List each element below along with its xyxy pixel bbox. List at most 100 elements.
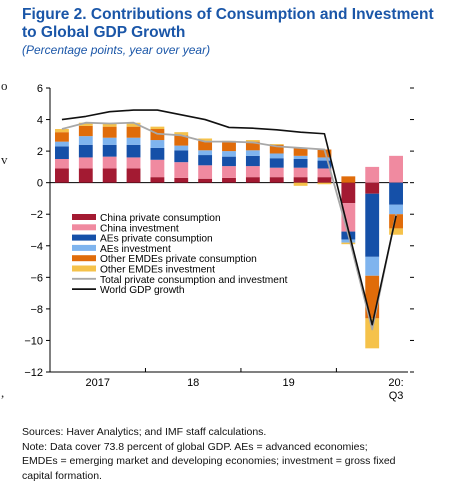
bar-other-investment <box>174 132 189 136</box>
bar-other-consumption <box>126 126 141 138</box>
bar-other-investment <box>78 122 93 126</box>
bar-aes-consumption <box>150 147 165 160</box>
figure-title: Figure 2. Contributions of Consumption a… <box>22 6 434 41</box>
bar-other-consumption <box>198 140 213 151</box>
bar-china-investment <box>317 168 332 178</box>
line-gdp-line <box>61 109 397 326</box>
bar-aes-investment <box>78 136 93 145</box>
legend-label: World GDP growth <box>100 285 185 296</box>
bar-other-investment <box>150 126 165 130</box>
bar-china-investment <box>245 166 260 178</box>
y-tick-label: −10 <box>24 335 43 347</box>
bar-aes-consumption <box>198 155 213 166</box>
bar-china-consumption <box>150 177 165 183</box>
bar-other-consumption <box>78 125 93 137</box>
bar-china-consumption <box>198 178 213 183</box>
x-tick-label: 20: <box>388 377 403 389</box>
bar-aes-consumption <box>78 144 93 158</box>
bar-china-consumption <box>222 177 236 183</box>
bar-aes-investment <box>365 256 380 276</box>
legend-label: China private consumption <box>100 213 221 224</box>
figure-subtitle: (Percentage points, year over year) <box>22 43 211 57</box>
bar-china-consumption <box>245 177 260 183</box>
bar-china-investment <box>389 155 403 183</box>
bar-aes-investment <box>150 140 165 148</box>
bar-aes-consumption <box>222 156 236 167</box>
y-tick-label: −12 <box>24 367 43 379</box>
legend-label: Total private consumption and investment <box>100 275 288 286</box>
bar-other-investment <box>341 242 356 245</box>
legend-label: AEs private consumption <box>100 234 213 245</box>
legend-swatch <box>72 234 96 241</box>
bar-china-investment <box>222 166 236 178</box>
bar-aes-investment <box>317 157 332 161</box>
bar-china-investment <box>198 165 213 179</box>
legend-swatch <box>72 224 96 231</box>
bar-china-consumption <box>78 168 93 183</box>
bar-other-investment <box>126 122 141 127</box>
y-tick-label: 0 <box>37 178 43 190</box>
legend-label: AEs investment <box>100 244 171 255</box>
bar-aes-investment <box>341 239 356 243</box>
bar-other-consumption <box>389 214 403 229</box>
bar-other-investment <box>102 123 117 127</box>
legend-swatch <box>72 214 96 220</box>
bar-aes-investment <box>293 155 308 159</box>
bar-china-investment <box>174 162 189 178</box>
bar-aes-investment <box>55 141 69 147</box>
bar-aes-consumption <box>102 144 117 157</box>
bar-china-consumption <box>102 168 117 183</box>
bar-aes-investment <box>102 137 117 145</box>
bar-other-consumption <box>55 132 69 142</box>
note-line: EMDEs = emerging market and developing e… <box>22 455 396 467</box>
legend-label: China investment <box>100 223 179 234</box>
y-tick-label: −8 <box>30 304 43 316</box>
note-line: capital formation. <box>22 469 102 482</box>
bar-aes-investment <box>269 153 284 159</box>
bar-aes-investment <box>245 150 260 156</box>
bar-other-consumption <box>269 144 284 154</box>
x-tick-sublabel: Q3 <box>389 390 404 402</box>
edge-fragment: v <box>1 152 8 167</box>
bar-aes-investment <box>174 145 189 151</box>
edge-fragment: , <box>1 385 5 400</box>
bar-china-investment <box>126 157 141 169</box>
bar-other-consumption <box>317 149 332 158</box>
bar-other-investment <box>389 228 403 235</box>
bar-aes-consumption <box>245 155 260 167</box>
bar-aes-consumption <box>389 182 403 205</box>
bar-aes-investment <box>389 204 403 215</box>
bar-aes-consumption <box>317 160 332 169</box>
bar-aes-consumption <box>55 146 69 159</box>
legend-label: Other EMDEs private consumption <box>100 254 257 265</box>
legend-swatch <box>72 255 96 262</box>
bar-china-consumption <box>293 177 308 183</box>
bar-china-consumption <box>341 182 356 204</box>
x-tick-label: 18 <box>187 377 199 389</box>
note-line: Note: Data cover 73.8 percent of global … <box>22 440 368 453</box>
legend-label: Other EMDEs investment <box>100 265 215 276</box>
bar-china-consumption <box>365 182 380 194</box>
bar-china-investment <box>55 159 69 169</box>
x-tick-label: 19 <box>283 377 295 389</box>
sources-note: Sources: Haver Analytics; and IMF staff … <box>22 426 267 438</box>
bar-other-investment <box>317 182 332 185</box>
bar-other-investment <box>269 144 284 145</box>
bar-aes-consumption <box>126 144 141 158</box>
bar-aes-consumption <box>365 193 380 257</box>
bar-china-consumption <box>126 168 141 183</box>
bar-other-consumption <box>245 141 260 151</box>
bar-china-investment <box>102 156 117 169</box>
bar-aes-consumption <box>293 159 308 168</box>
bar-other-investment <box>55 129 69 133</box>
y-tick-label: 6 <box>37 83 43 95</box>
bar-china-investment <box>293 167 308 178</box>
bar-aes-investment <box>126 137 141 145</box>
bar-aes-investment <box>198 150 213 156</box>
legend-swatch <box>72 244 96 251</box>
bar-other-consumption <box>222 142 236 152</box>
bar-china-investment <box>269 167 284 178</box>
bar-other-investment <box>293 182 308 186</box>
notes-block: Sources: Haver Analytics; and IMF staff … <box>22 425 452 483</box>
bar-china-investment <box>365 166 380 183</box>
